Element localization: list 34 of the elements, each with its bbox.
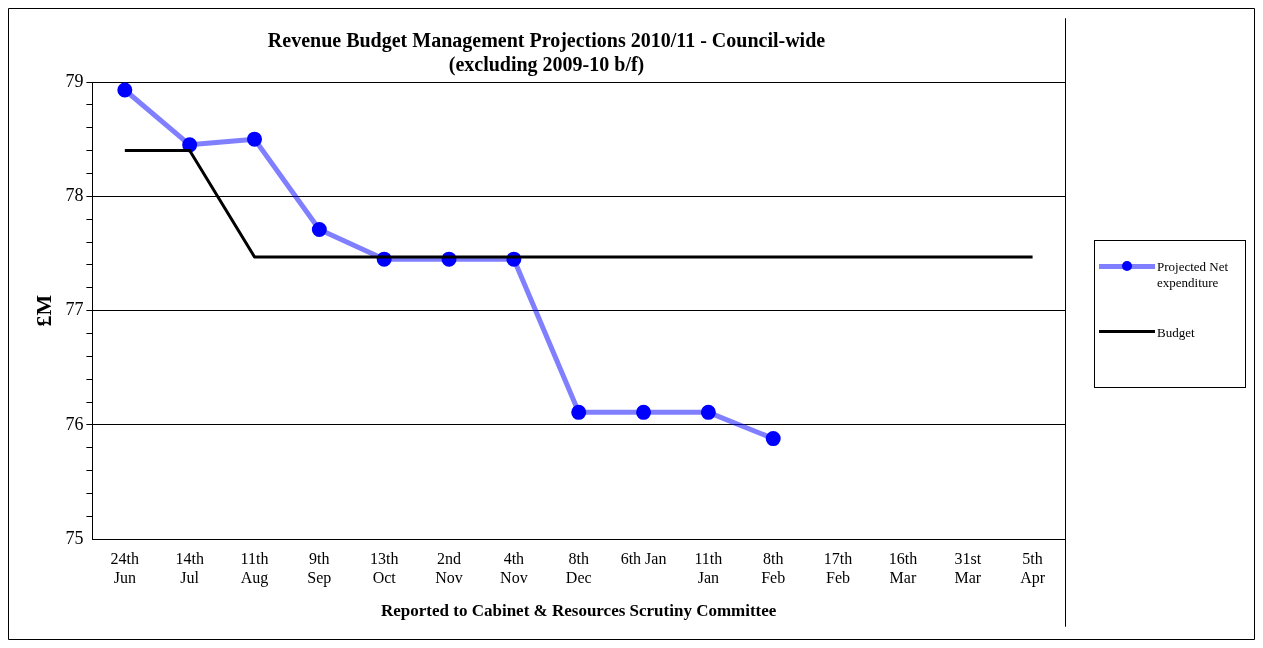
x-tick-label: 5th Apr	[1020, 550, 1046, 588]
x-tick-label: 11th Jan	[694, 550, 723, 587]
x-axis-title: Reported to Cabinet & Resources Scrutiny Committee	[381, 601, 777, 621]
y-tick-label: 75	[65, 527, 84, 548]
y-tick-label: 76	[65, 413, 84, 434]
x-tick-label: 13th Oct	[369, 550, 399, 587]
x-tick-label: 4th Nov	[500, 550, 528, 587]
x-tick-label: 16th Mar	[888, 550, 918, 587]
legend-label: Projected Net expenditure	[1157, 259, 1230, 291]
x-tick-label: 8th Feb	[761, 550, 786, 587]
point	[247, 131, 262, 147]
y-tick-label: 78	[65, 185, 84, 206]
point	[311, 221, 327, 237]
x-tick-label: 9th Sep	[307, 550, 332, 588]
x-tick-label: 6th Jan	[620, 550, 667, 567]
x-tick-label: 8th Dec	[565, 550, 592, 587]
x-tick-label: 24th Jun	[110, 550, 140, 587]
x-tick-label: 17th Feb	[823, 550, 853, 587]
point	[700, 404, 716, 420]
x-tick-label: 11th Aug	[240, 550, 269, 588]
y-axis-title: £M	[30, 294, 56, 327]
chart-subtitle: (excluding 2009-10 b/f)	[448, 53, 645, 77]
point	[117, 82, 133, 98]
x-tick-label: 2nd Nov	[435, 550, 463, 587]
x-tick-label: 31st Mar	[954, 550, 982, 587]
y-tick-label: 77	[65, 299, 84, 320]
point	[765, 431, 781, 447]
chart-title: Revenue Budget Management Projections 2010/11 - Council-wide	[267, 29, 826, 53]
point	[571, 404, 587, 420]
point	[182, 137, 198, 153]
y-tick-label: 79	[65, 70, 84, 91]
legend-label: Budget	[1157, 325, 1195, 341]
point	[636, 404, 652, 420]
x-tick-label: 14th Jul	[175, 550, 204, 587]
